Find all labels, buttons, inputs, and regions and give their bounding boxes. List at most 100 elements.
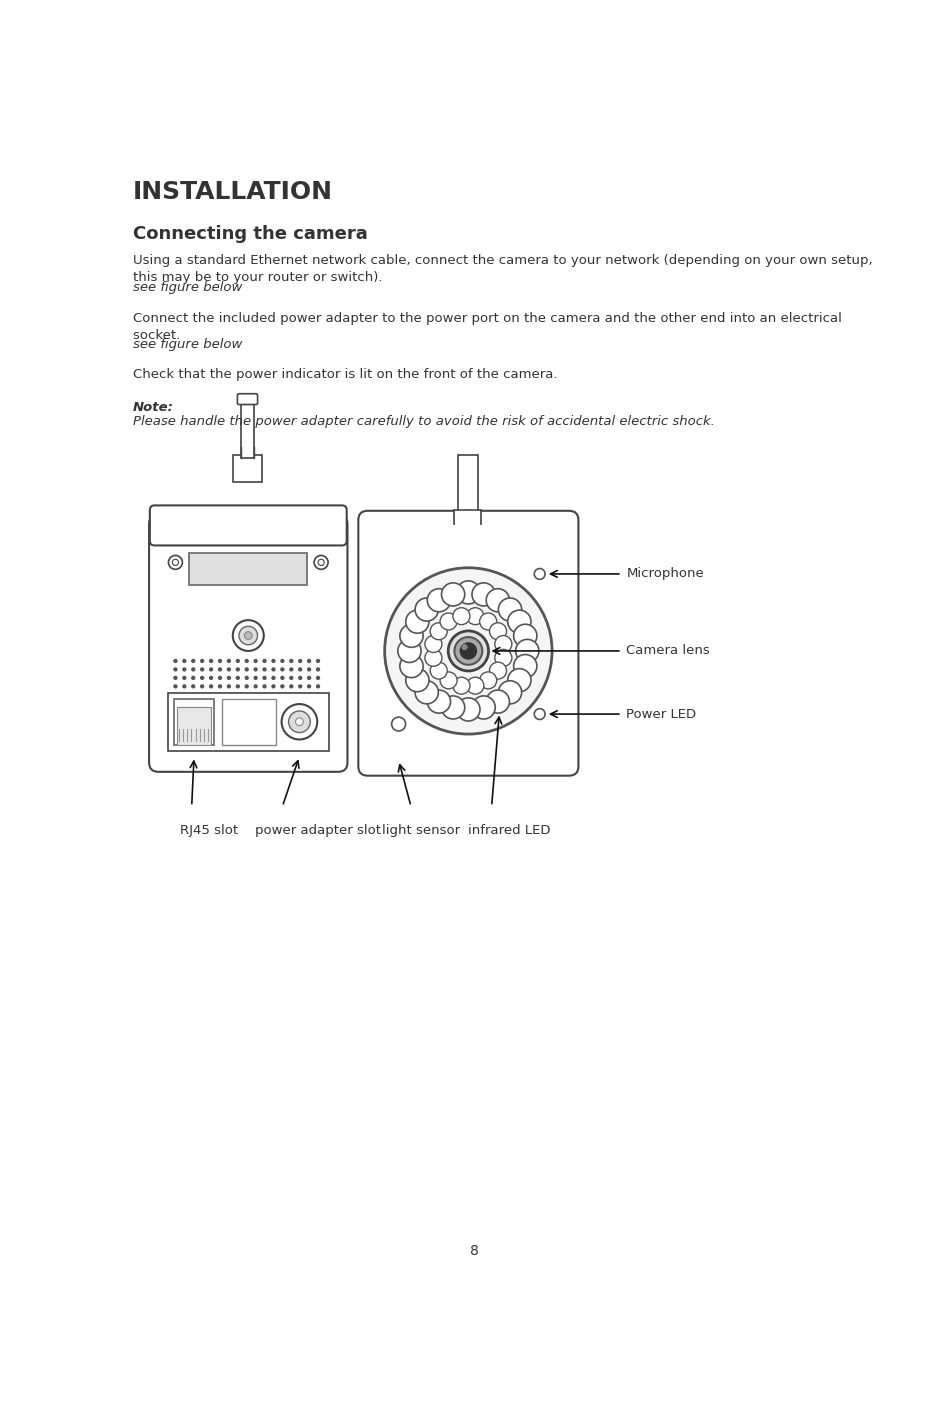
Circle shape [182, 718, 186, 723]
Circle shape [298, 710, 303, 714]
Circle shape [235, 684, 240, 689]
Circle shape [425, 635, 442, 652]
Circle shape [514, 655, 537, 677]
FancyBboxPatch shape [150, 505, 346, 546]
Circle shape [415, 598, 438, 621]
Circle shape [200, 667, 205, 672]
Circle shape [227, 676, 232, 680]
Circle shape [507, 669, 531, 691]
Circle shape [218, 693, 222, 697]
Circle shape [262, 693, 267, 697]
Text: light sensor: light sensor [382, 824, 459, 837]
Circle shape [209, 684, 213, 689]
Circle shape [427, 588, 451, 612]
Circle shape [289, 711, 310, 732]
Circle shape [307, 710, 311, 714]
Circle shape [440, 614, 457, 631]
Circle shape [218, 718, 222, 723]
Circle shape [440, 672, 457, 689]
Bar [232, 454, 262, 482]
Circle shape [271, 701, 276, 706]
Circle shape [406, 609, 429, 633]
Circle shape [191, 693, 195, 697]
Circle shape [209, 701, 213, 706]
Circle shape [472, 583, 495, 607]
Circle shape [227, 718, 232, 723]
Circle shape [254, 710, 257, 714]
Circle shape [415, 680, 438, 704]
Circle shape [490, 662, 507, 679]
Circle shape [172, 741, 179, 747]
Circle shape [173, 693, 178, 697]
Circle shape [227, 701, 232, 706]
Circle shape [182, 710, 186, 714]
Circle shape [173, 676, 178, 680]
Circle shape [316, 693, 320, 697]
Circle shape [307, 676, 311, 680]
Circle shape [200, 718, 205, 723]
Circle shape [235, 701, 240, 706]
Circle shape [254, 667, 257, 672]
Text: Connect the included power adapter to the power port on the camera and the other: Connect the included power adapter to th… [132, 312, 842, 342]
Circle shape [173, 701, 178, 706]
Circle shape [244, 632, 252, 639]
Circle shape [316, 676, 320, 680]
Circle shape [307, 684, 311, 689]
Circle shape [289, 693, 294, 697]
Circle shape [392, 717, 406, 731]
Circle shape [271, 667, 276, 672]
Bar [457, 454, 478, 523]
Circle shape [406, 669, 429, 691]
Circle shape [191, 718, 195, 723]
Circle shape [169, 556, 182, 570]
Circle shape [534, 708, 545, 720]
Circle shape [218, 667, 222, 672]
Bar [174, 700, 214, 745]
Circle shape [191, 667, 195, 672]
Circle shape [262, 667, 267, 672]
Circle shape [400, 655, 423, 677]
Circle shape [235, 676, 240, 680]
Circle shape [307, 701, 311, 706]
Circle shape [281, 701, 284, 706]
Circle shape [200, 659, 205, 663]
Circle shape [480, 614, 496, 631]
Circle shape [227, 684, 232, 689]
Circle shape [235, 710, 240, 714]
Circle shape [289, 710, 294, 714]
Circle shape [209, 676, 213, 680]
Circle shape [218, 684, 222, 689]
Circle shape [182, 693, 186, 697]
Circle shape [298, 676, 303, 680]
Circle shape [442, 696, 465, 718]
Circle shape [295, 718, 304, 725]
Circle shape [467, 677, 484, 694]
Circle shape [400, 624, 423, 648]
Circle shape [209, 718, 213, 723]
Text: Note:: Note: [132, 400, 174, 414]
Circle shape [425, 649, 442, 666]
Circle shape [282, 704, 318, 740]
Text: Power LED: Power LED [627, 707, 696, 721]
Circle shape [298, 693, 303, 697]
Circle shape [182, 676, 186, 680]
Circle shape [182, 667, 186, 672]
Bar [455, 510, 481, 523]
Circle shape [453, 608, 470, 625]
Circle shape [307, 667, 311, 672]
Circle shape [209, 710, 213, 714]
Circle shape [173, 667, 178, 672]
Circle shape [227, 667, 232, 672]
FancyBboxPatch shape [237, 393, 257, 404]
Text: Connecting the camera: Connecting the camera [132, 225, 368, 243]
Circle shape [191, 659, 195, 663]
Circle shape [182, 684, 186, 689]
Circle shape [480, 672, 496, 689]
Circle shape [398, 639, 421, 663]
Circle shape [298, 659, 303, 663]
Text: see figure below: see figure below [132, 281, 243, 294]
Circle shape [486, 588, 509, 612]
Circle shape [262, 676, 267, 680]
Bar [177, 707, 211, 745]
Circle shape [455, 638, 482, 665]
